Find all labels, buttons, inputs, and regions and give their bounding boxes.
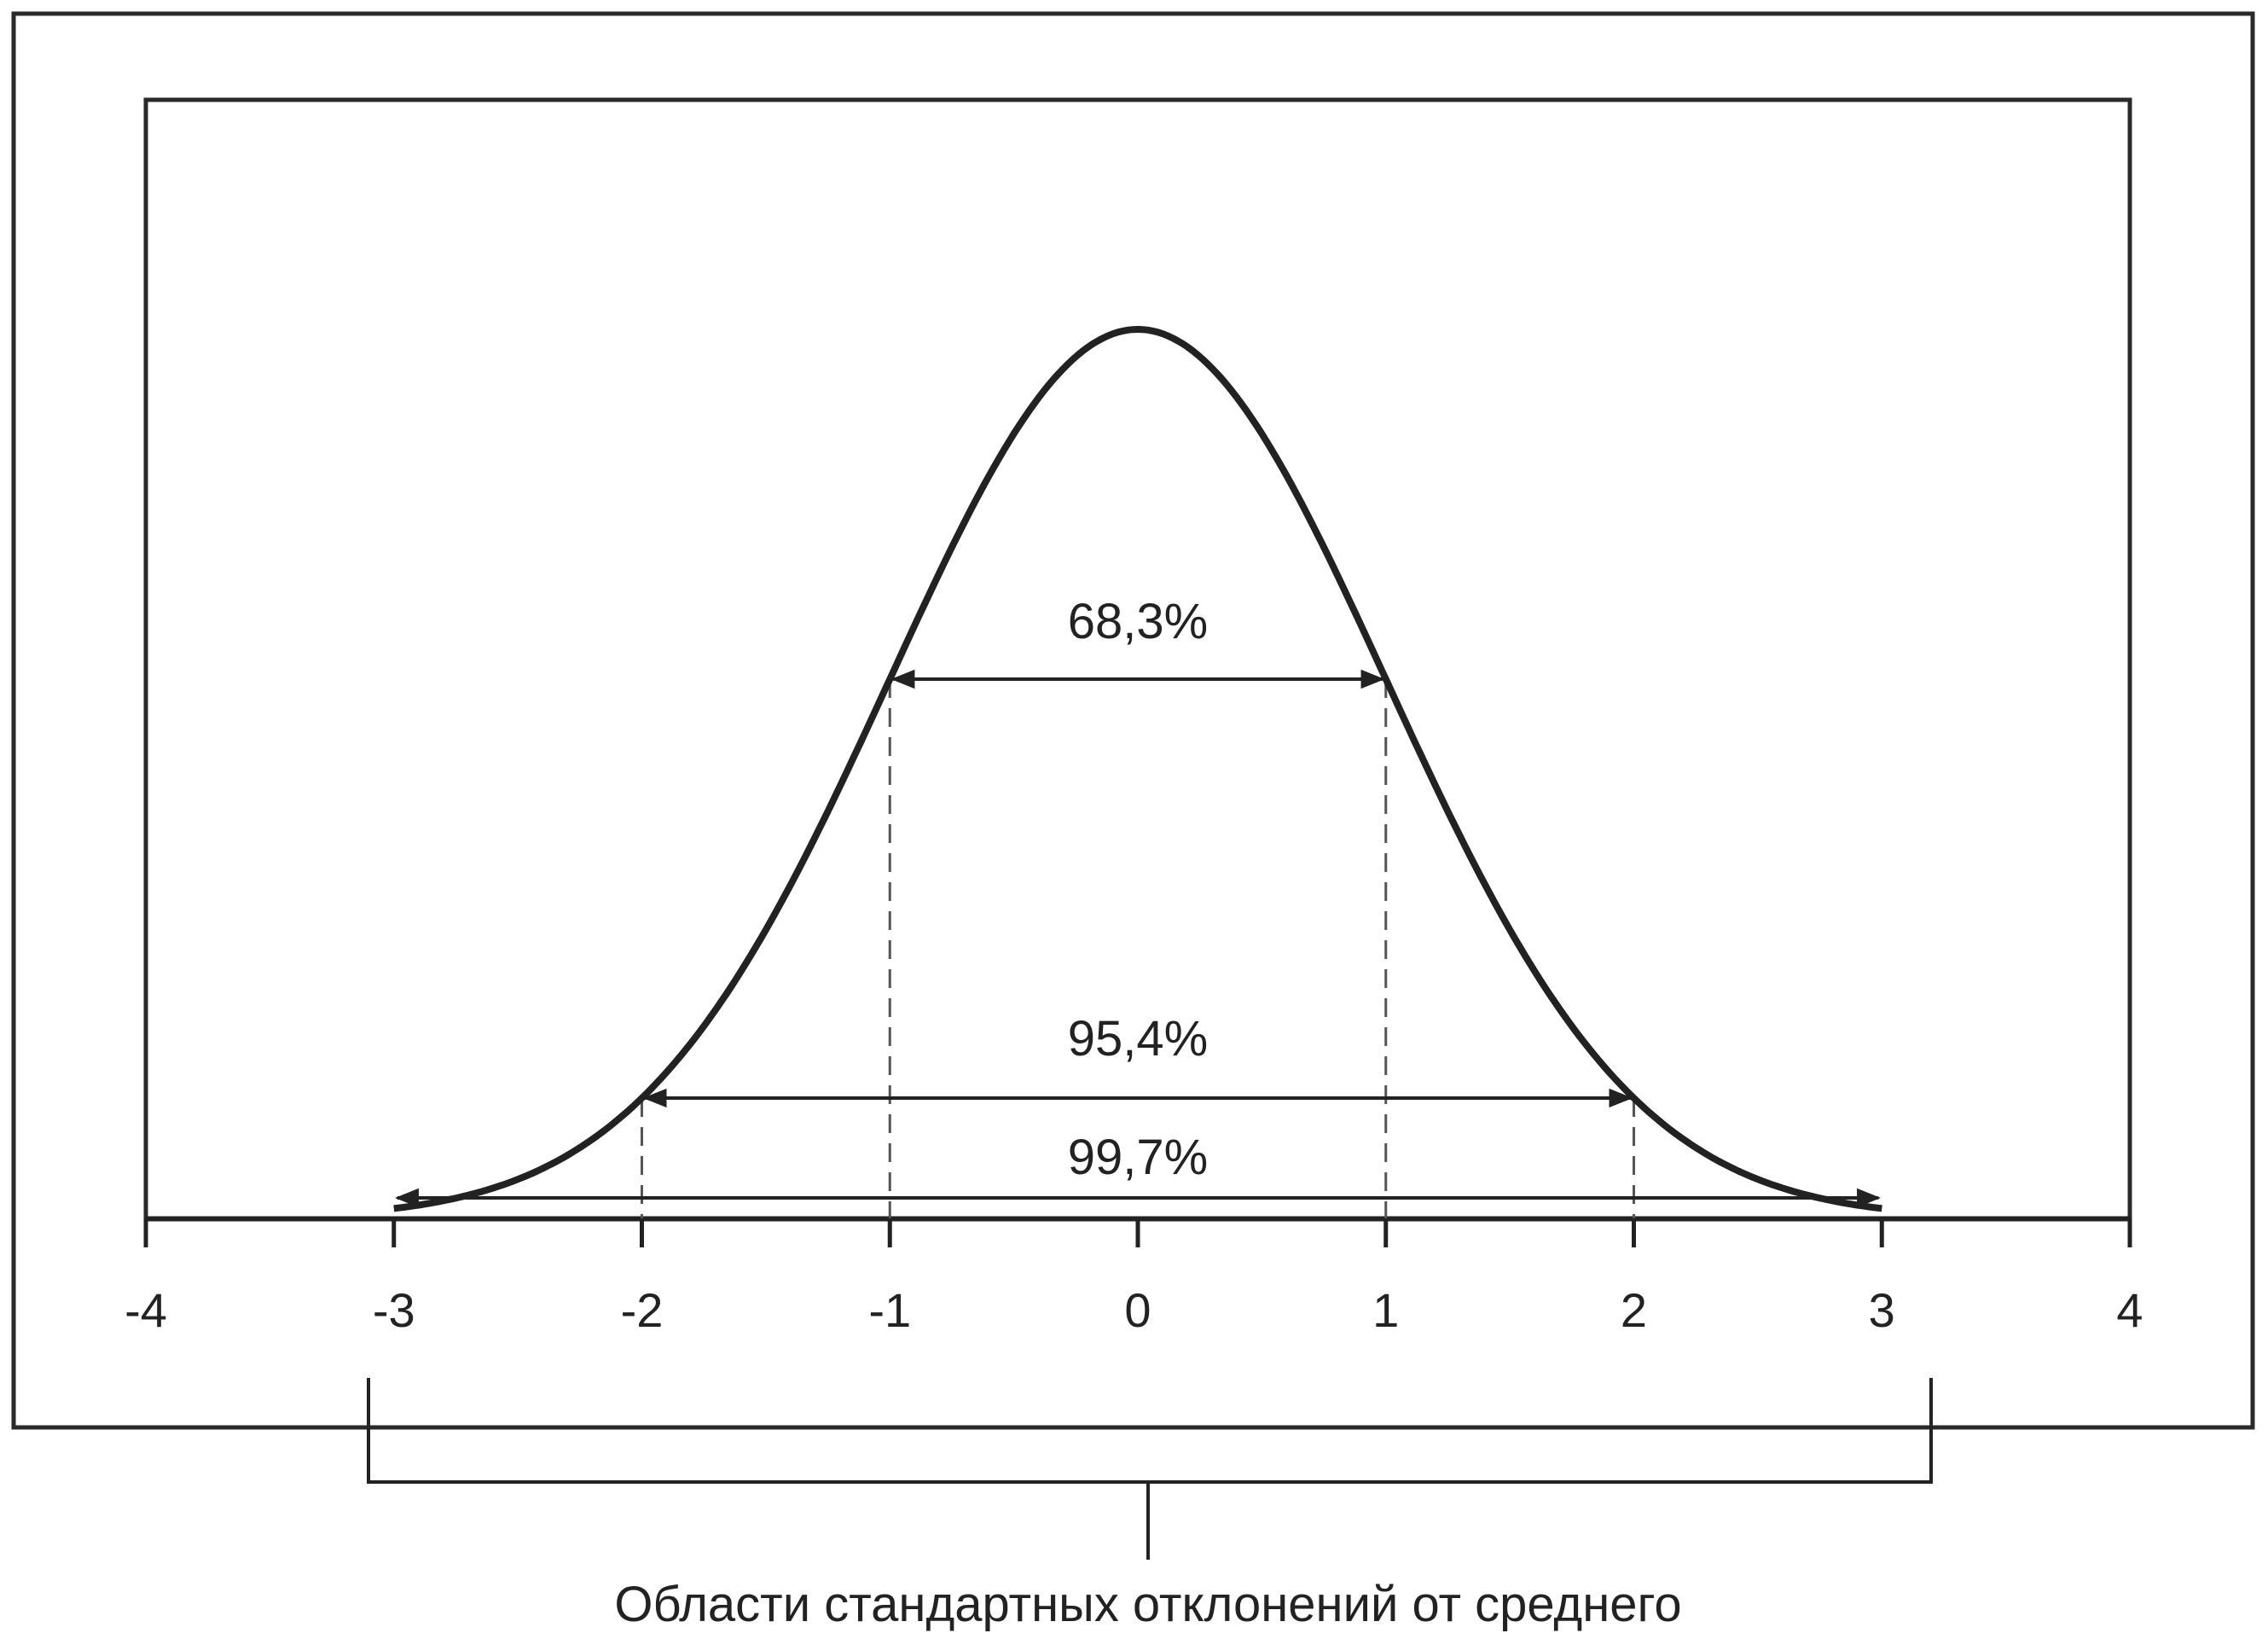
x-tick-label: 2 <box>1621 1283 1647 1337</box>
x-tick-label: 3 <box>1869 1283 1895 1337</box>
x-tick-label: 0 <box>1124 1283 1151 1337</box>
bracket-shape <box>367 1378 1933 1560</box>
chart-caption: Области стандартных отклонений от средне… <box>614 1577 1681 1632</box>
x-tick-label: 1 <box>1372 1283 1399 1337</box>
interval-label: 68,3% <box>1068 594 1208 649</box>
interval-label: 99,7% <box>1068 1130 1208 1185</box>
x-tick-label: -1 <box>868 1283 911 1337</box>
sd-bracket <box>367 1378 1933 1560</box>
x-tick-label: -2 <box>621 1283 664 1337</box>
x-tick-label: 4 <box>2116 1283 2143 1337</box>
normal-curve <box>393 326 1882 1212</box>
x-tick-label: -4 <box>125 1283 167 1337</box>
interval-label: 95,4% <box>1068 1011 1208 1067</box>
x-tick-label: -3 <box>373 1283 415 1337</box>
outer-frame <box>11 11 2255 1430</box>
